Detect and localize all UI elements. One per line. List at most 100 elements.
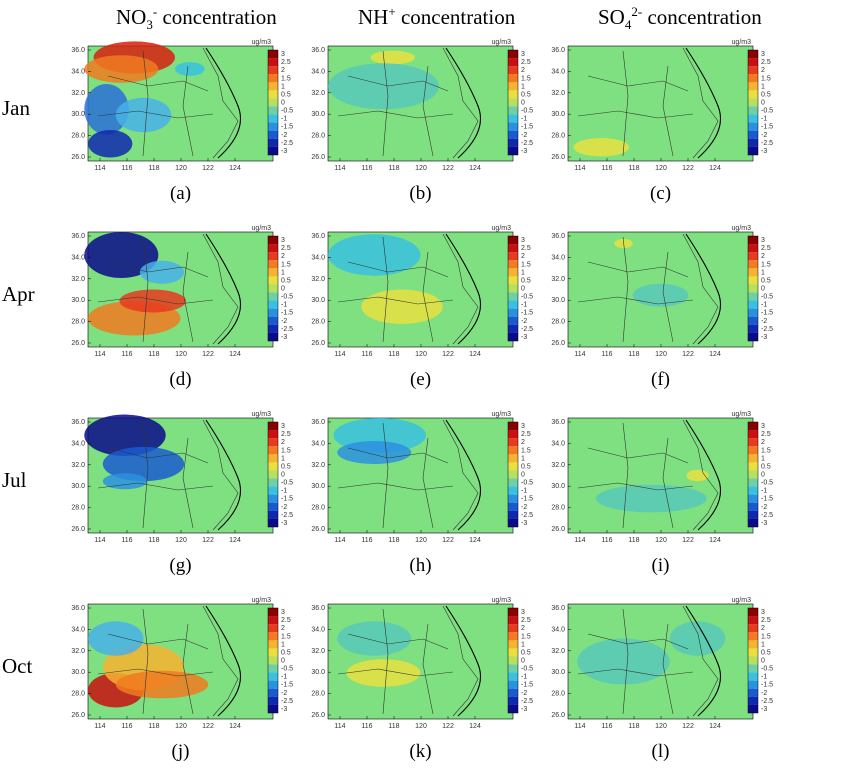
y-tick-label: 26.0: [71, 340, 85, 347]
colorbar-label: 1.5: [281, 447, 291, 454]
row-label-oct: Oct: [2, 654, 33, 678]
colorbar-segment: [748, 470, 758, 479]
unit-label: ug/m3: [252, 225, 272, 232]
colorbar-label: -2: [521, 504, 527, 511]
x-tick-label: 114: [334, 351, 345, 358]
province-border: [347, 633, 449, 650]
x-tick-label: 114: [94, 351, 105, 358]
colorbar-label: 1.5: [761, 447, 771, 454]
x-tick-label: 122: [682, 537, 694, 544]
colorbar-label: 1.5: [761, 261, 771, 268]
colorbar-label: 2: [761, 253, 765, 260]
colorbar-segment: [508, 616, 518, 625]
colorbar-segment: [748, 608, 758, 617]
colorbar-label: -1.5: [761, 682, 773, 689]
province-border: [422, 251, 434, 343]
y-tick-label: 28.0: [71, 691, 85, 698]
x-tick-label: 118: [628, 723, 639, 730]
colorbar-label: -2.5: [521, 512, 533, 519]
y-tick-label: 30.0: [71, 111, 85, 118]
colorbar-segment: [268, 494, 278, 503]
colorbar-segment: [508, 438, 518, 447]
colorbar-label: -2.5: [761, 698, 773, 705]
province-border: [577, 296, 694, 305]
colorbar-label: 1.5: [521, 261, 531, 268]
colorbar-segment: [748, 276, 758, 285]
province-border: [337, 668, 454, 677]
x-tick-label: 116: [121, 537, 132, 544]
colorbar-segment: [268, 284, 278, 293]
y-tick-label: 28.0: [311, 133, 325, 140]
unit-label: ug/m3: [492, 39, 512, 46]
x-tick-label: 122: [442, 723, 454, 730]
x-tick-label: 124: [469, 537, 481, 544]
colorbar-label: 3: [281, 609, 285, 616]
y-tick-label: 34.0: [71, 254, 85, 261]
colorbar-segment: [508, 672, 518, 681]
x-tick-label: 116: [121, 351, 132, 358]
colorbar-segment: [748, 58, 758, 67]
coastline: [685, 605, 722, 717]
colorbar-label: 0.5: [521, 649, 531, 656]
colorbar-label: -2: [761, 690, 767, 697]
colorbar-label: -3: [281, 334, 287, 341]
colorbar-segment: [508, 688, 518, 697]
x-tick-label: 116: [361, 165, 372, 172]
colorbar-segment: [268, 688, 278, 697]
x-tick-label: 124: [709, 351, 721, 358]
colorbar-segment: [748, 130, 758, 139]
colorbar-segment: [748, 268, 758, 277]
province-border: [347, 447, 449, 464]
colorbar-segment: [268, 430, 278, 439]
colorbar-label: -3: [761, 334, 767, 341]
colorbar-segment: [748, 438, 758, 447]
y-tick-label: 30.0: [71, 483, 85, 490]
colorbar-label: 3: [761, 609, 765, 616]
colorbar-segment: [268, 680, 278, 689]
colorbar-segment: [268, 324, 278, 333]
x-tick-label: 114: [334, 723, 345, 730]
colorbar-frame: [267, 235, 279, 342]
colorbar-label: 1.5: [521, 633, 531, 640]
colorbar-segment: [748, 510, 758, 519]
y-tick-label: 36.0: [71, 419, 85, 426]
x-tick-label: 118: [388, 723, 399, 730]
colorbar-label: -1: [281, 302, 287, 309]
colorbar-segment: [748, 672, 758, 681]
panel-letter: (l): [651, 741, 670, 762]
colorbar-label: -2.5: [281, 140, 293, 147]
colorbar-label: 1: [521, 83, 525, 90]
y-tick-label: 36.0: [311, 233, 325, 240]
colorbar-segment: [268, 462, 278, 471]
x-tick-label: 116: [601, 537, 612, 544]
province-border: [107, 447, 209, 464]
colorbar-segment: [748, 284, 758, 293]
colorbar-segment: [748, 236, 758, 245]
colorbar-label: 0: [521, 658, 525, 665]
concentration-region: [337, 441, 412, 464]
y-tick-label: 30.0: [71, 297, 85, 304]
colorbar-label: -1: [521, 302, 527, 309]
panel-letter: (c): [649, 183, 672, 204]
colorbar-segment: [268, 236, 278, 245]
y-tick-label: 28.0: [551, 691, 565, 698]
x-tick-label: 122: [442, 351, 454, 358]
panel-letter: (i): [651, 555, 670, 576]
y-tick-label: 32.0: [551, 462, 565, 469]
concentration-region: [84, 232, 159, 278]
colorbar-label: 3: [521, 609, 525, 616]
colorbar-segment: [268, 664, 278, 673]
x-tick-label: 118: [388, 165, 399, 172]
coastline: [685, 47, 722, 159]
colorbar-segment: [268, 276, 278, 285]
province-border: [622, 50, 629, 157]
x-tick-label: 114: [94, 723, 105, 730]
colorbar-label: -2.5: [761, 326, 773, 333]
colorbar-label: 2.5: [521, 617, 531, 624]
colorbar-label: -1.5: [761, 310, 773, 317]
colorbar-label: 0.5: [281, 463, 291, 470]
map-background: [327, 603, 514, 720]
colorbar-segment: [268, 300, 278, 309]
colorbar-label: -0.5: [521, 108, 533, 115]
province-border: [682, 233, 719, 345]
